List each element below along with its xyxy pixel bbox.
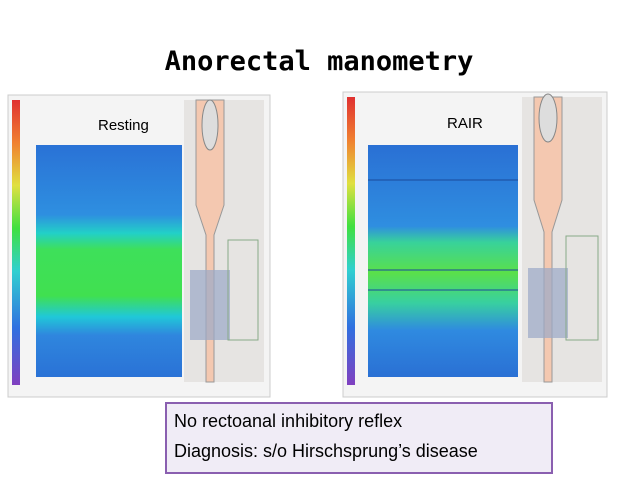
marker-box xyxy=(565,235,599,341)
manometry-panel: RAIR xyxy=(342,91,608,398)
caption-box xyxy=(165,402,553,474)
sphincter xyxy=(528,268,568,338)
color-bar xyxy=(347,97,355,385)
slide-title: Anorectal manometry xyxy=(165,46,474,77)
panel-label: Resting xyxy=(98,117,149,134)
manometry-panel: Resting xyxy=(7,94,271,398)
probe xyxy=(533,96,563,383)
balloon xyxy=(538,93,558,143)
panel-label: RAIR xyxy=(447,115,483,132)
heatmap xyxy=(368,145,518,377)
probe xyxy=(195,99,225,383)
caption-line: No rectoanal inhibitory reflex xyxy=(174,411,402,431)
caption-line: Diagnosis: s/o Hirschsprung’s disease xyxy=(174,441,478,461)
sphincter xyxy=(190,270,230,340)
heatmap xyxy=(36,145,182,377)
color-bar xyxy=(12,100,20,385)
marker-box xyxy=(227,239,259,341)
balloon xyxy=(201,99,219,151)
